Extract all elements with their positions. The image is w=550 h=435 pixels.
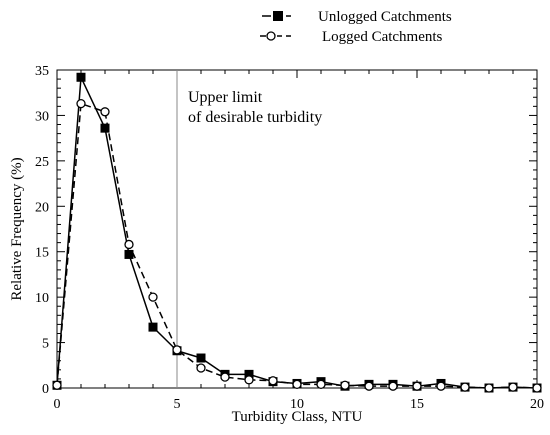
data-point-circle [244,375,254,385]
y-tick-label: 35 [35,64,49,79]
data-point-circle [52,380,62,390]
x-tick-label: 10 [290,397,304,412]
legend-marker-circle [266,31,276,41]
series-logged [52,98,542,393]
data-point-circle [268,376,278,386]
y-tick-label: 25 [35,155,49,170]
y-tick-label: 0 [42,382,49,397]
data-point-circle [484,383,494,393]
data-point-circle [340,380,350,390]
data-point-circle [124,239,134,250]
legend-label-unlogged: Unlogged Catchments [318,9,452,25]
legend-marker-square [273,11,283,21]
series-group [52,72,542,393]
axis-labels: Turbidity Class, NTU Relative Frequency … [9,157,363,425]
data-point-circle [220,372,230,382]
annotation-line-1: Upper limit [188,89,263,106]
data-point-square [124,249,134,259]
x-tick-label: 5 [174,397,181,412]
annotation: Upper limit of desirable turbidity [188,89,322,126]
data-point-square [76,72,86,82]
data-point-square [100,123,110,133]
legend: Unlogged Catchments Logged Catchments [260,9,452,45]
data-point-square [196,353,206,363]
x-axis-label: Turbidity Class, NTU [232,409,363,425]
data-point-circle [292,379,302,390]
y-tick-label: 20 [35,200,49,215]
legend-entry-unlogged: Unlogged Catchments [262,9,452,25]
data-point-circle [508,382,518,392]
data-point-square [244,369,254,379]
y-tick-label: 5 [42,337,49,352]
data-point-circle [100,107,110,117]
y-tick-label: 10 [35,291,49,306]
data-point-circle [532,383,542,393]
x-tick-label: 15 [410,397,424,412]
data-point-circle [316,379,326,390]
annotation-line-2: of desirable turbidity [188,109,322,126]
data-point-circle [76,98,86,109]
data-point-circle [172,345,182,355]
data-point-circle [460,382,470,392]
y-tick-label: 15 [35,246,49,261]
x-tick-label: 0 [54,397,61,412]
data-point-circle [148,292,158,302]
data-point-circle [436,381,446,391]
y-tick-label: 30 [35,109,49,124]
y-axis-label: Relative Frequency (%) [9,157,25,300]
data-point-circle [196,363,206,373]
data-point-circle [388,381,398,391]
legend-label-logged: Logged Catchments [322,29,443,45]
data-point-square [148,322,158,332]
x-tick-label: 20 [530,397,544,412]
legend-entry-logged: Logged Catchments [260,29,443,45]
data-point-circle [364,381,374,391]
data-point-circle [412,381,422,391]
